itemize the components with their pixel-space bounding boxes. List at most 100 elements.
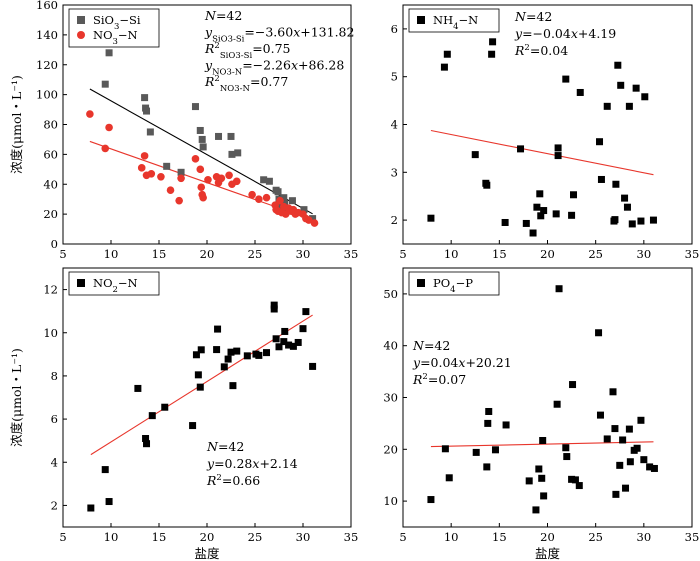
x-tick-label: 20 (540, 530, 555, 544)
data-point (166, 186, 175, 195)
data-point (622, 484, 630, 492)
y-tick-label: 5 (391, 70, 398, 84)
x-tick-label: 10 (444, 247, 459, 261)
annotation-line: R2SiO3-Si=0.75 (204, 41, 291, 61)
data-point (569, 381, 577, 389)
data-point (140, 152, 149, 160)
data-point (260, 176, 268, 184)
data-point (198, 135, 206, 143)
chart-panel-b: 5 10 15 20 25 30 35 2 3 4 5 6 NH4−N N=42 y=−0.04x+4.19… (391, 4, 699, 261)
x-tick-label: 35 (344, 530, 359, 544)
legend-label: NO3−N (93, 28, 138, 47)
data-point (255, 351, 263, 359)
annotation-line: N=42 (514, 9, 552, 24)
data-point (255, 195, 263, 203)
x-tick-label: 15 (152, 530, 167, 544)
data-point (596, 411, 604, 419)
data-point (529, 229, 537, 237)
x-tick-label: 5 (59, 247, 66, 261)
series-0 (87, 301, 317, 512)
data-point (570, 191, 578, 199)
data-point (611, 216, 619, 224)
data-point (637, 416, 645, 424)
legend-marker (417, 16, 425, 24)
data-point (555, 285, 563, 293)
data-point (628, 220, 636, 228)
data-point (525, 477, 533, 485)
data-point (289, 342, 297, 350)
data-point (441, 445, 449, 453)
data-point (471, 151, 479, 159)
data-point (197, 346, 205, 354)
data-point (483, 463, 491, 471)
annotation-line: R2NO3-N=0.77 (204, 74, 288, 94)
chart-panel-a: 5 10 15 20 25 30 35 0 20 40 60 80 100 120 140 160 浓度(μmo… (9, 0, 358, 261)
data-point (199, 193, 207, 202)
data-point (225, 171, 233, 180)
data-point (489, 38, 497, 46)
data-point (177, 174, 185, 183)
data-point (270, 301, 278, 309)
data-point (532, 506, 540, 514)
x-tick-label: 10 (104, 530, 119, 544)
x-tick-label: 30 (296, 530, 311, 544)
y-tick-label: 2 (51, 498, 58, 512)
data-point (285, 341, 293, 349)
data-point (540, 207, 548, 215)
data-point (522, 219, 530, 227)
data-point (134, 384, 142, 392)
legend-marker (77, 16, 85, 24)
x-tick-label: 5 (399, 530, 406, 544)
data-point (227, 348, 235, 356)
x-tick-label: 35 (685, 530, 700, 544)
x-tick-label: 15 (492, 530, 507, 544)
data-point (105, 49, 113, 57)
data-point (281, 210, 290, 218)
data-point (86, 110, 94, 118)
data-point (626, 458, 634, 466)
data-point (197, 183, 206, 192)
y-tick-label: 4 (51, 455, 58, 469)
legend: NO2−N (68, 271, 160, 296)
data-point (563, 453, 571, 461)
legend-label: NO2−N (93, 276, 138, 295)
x-tick-label: 25 (588, 247, 603, 261)
data-point (309, 362, 317, 370)
data-point (553, 400, 561, 408)
legend-label: NH4−N (433, 13, 478, 32)
data-point (612, 180, 620, 188)
annotation-line: R2=0.66 (206, 473, 260, 488)
x-axis-title: 盐度 (194, 546, 220, 561)
data-point (294, 338, 302, 346)
data-point (554, 144, 562, 152)
data-point (538, 474, 546, 482)
legend-label: SiO3−Si (93, 13, 141, 32)
data-point (623, 203, 631, 211)
data-point (191, 155, 200, 163)
data-point (445, 474, 453, 482)
data-point (597, 175, 605, 183)
data-point (472, 448, 480, 456)
data-point (300, 206, 308, 214)
x-tick-label: 15 (152, 247, 167, 261)
data-point (274, 188, 282, 196)
data-point (288, 197, 296, 205)
data-point (224, 355, 232, 363)
x-tick-label: 25 (588, 530, 603, 544)
annotation-line: N=42 (206, 439, 244, 454)
data-point (646, 463, 654, 471)
data-point (196, 165, 205, 174)
chart-panel-c: 5 10 15 20 25 30 35 2 4 6 8 10 12 盐度 浓度(μmol・L⁻¹) NO2−N… (9, 267, 359, 561)
x-tick-label: 25 (248, 247, 263, 261)
x-tick-label: 20 (200, 530, 215, 544)
y-tick-label: 20 (43, 207, 58, 221)
data-point (101, 144, 110, 153)
y-tick-label: 10 (383, 494, 398, 508)
annotation-line: y=−0.04x+4.19 (514, 26, 616, 41)
data-point (199, 143, 207, 151)
data-point (619, 436, 627, 444)
legend-marker (417, 279, 425, 287)
x-tick-label: 10 (444, 530, 459, 544)
data-point (105, 123, 113, 132)
